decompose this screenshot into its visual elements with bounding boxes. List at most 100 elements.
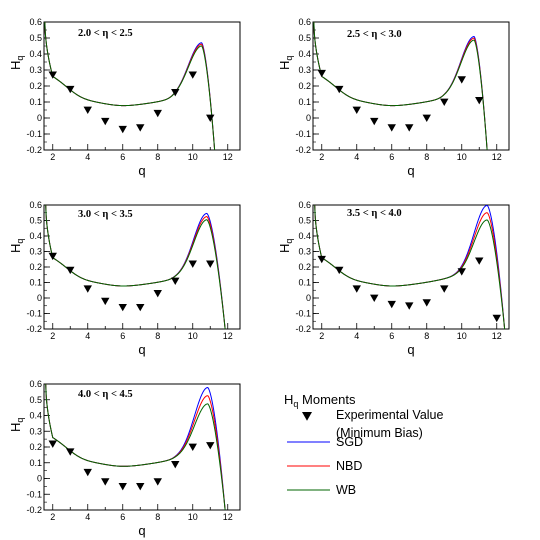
y-tick-label: -0.2 — [26, 324, 42, 334]
y-tick-label: 0.3 — [29, 65, 42, 75]
experimental-point — [206, 114, 215, 122]
x-tick-label: 10 — [188, 512, 198, 522]
y-tick-label: 0.4 — [298, 231, 311, 241]
experimental-point — [171, 277, 180, 285]
series-line-wb — [44, 22, 216, 150]
experimental-point — [317, 69, 326, 78]
y-axis-label: Hq — [8, 418, 25, 432]
y-tick-label: 0.3 — [298, 65, 311, 75]
experimental-point — [457, 76, 466, 84]
y-tick-label: -0.1 — [295, 309, 311, 319]
panel-2: -0.2 -0.1 0 0.1 0.2 0.3 0.4 0.5 0.6 2 4 6 8 10 12 q Hq 2.… — [277, 17, 510, 178]
experimental-point — [206, 260, 215, 268]
experimental-point — [370, 294, 379, 302]
x-tick-label: 2 — [319, 331, 324, 341]
y-tick-label: 0 — [306, 113, 311, 123]
x-axis-label: q — [407, 342, 414, 357]
y-tick-label: 0.3 — [298, 247, 311, 257]
panel-5: -0.2 -0.1 0 0.1 0.2 0.3 0.4 0.5 0.6 2 4 6 8 10 12 q Hq 4.… — [8, 379, 241, 538]
experimental-point — [188, 443, 197, 451]
series-line-wb — [45, 205, 226, 329]
experimental-point — [405, 302, 414, 310]
y-tick-label: 0.3 — [29, 247, 42, 257]
series-line-nbd — [314, 205, 506, 329]
series-line-sgd — [45, 384, 226, 510]
x-tick-label: 4 — [85, 512, 90, 522]
legend-label: SGD — [336, 435, 363, 449]
panel-title: 2.0 < η < 2.5 — [78, 28, 133, 39]
experimental-point — [153, 478, 162, 486]
experimental-point — [188, 71, 197, 79]
experimental-point — [206, 442, 215, 450]
y-tick-label: 0 — [306, 293, 311, 303]
panel-1: -0.2 -0.1 0 0.1 0.2 0.3 0.4 0.5 0.6 2 4 6 8 10 12 q Hq 2.… — [8, 17, 241, 178]
x-tick-label: 6 — [389, 331, 394, 341]
y-tick-label: 0.6 — [298, 17, 311, 27]
y-tick-label: 0.5 — [29, 395, 42, 405]
y-axis-label: Hq — [277, 239, 294, 253]
experimental-point — [48, 252, 57, 261]
experimental-point — [405, 124, 414, 132]
y-tick-label: -0.2 — [295, 324, 311, 334]
experimental-point — [101, 478, 110, 486]
x-tick-label: 6 — [120, 152, 125, 162]
y-tick-label: 0.6 — [298, 200, 311, 210]
x-tick-label: 8 — [155, 152, 160, 162]
x-tick-label: 4 — [354, 152, 359, 162]
x-tick-label: 4 — [85, 331, 90, 341]
experimental-point — [188, 260, 197, 268]
series-line-wb — [45, 384, 226, 510]
experimental-point — [48, 71, 57, 79]
experimental-point — [66, 448, 75, 456]
y-tick-label: -0.1 — [26, 489, 42, 499]
x-tick-label: 8 — [155, 331, 160, 341]
y-tick-label: 0.1 — [298, 278, 311, 288]
x-tick-label: 10 — [188, 152, 198, 162]
experimental-point — [352, 106, 361, 114]
legend-label: (Minimum Bias) — [336, 426, 423, 440]
x-tick-label: 12 — [223, 152, 233, 162]
x-tick-label: 10 — [457, 152, 467, 162]
experimental-point — [335, 85, 344, 94]
experimental-point — [335, 266, 344, 275]
y-tick-label: 0.1 — [29, 278, 42, 288]
y-tick-label: 0.3 — [29, 426, 42, 436]
experimental-point — [457, 268, 466, 276]
x-tick-label: 6 — [389, 152, 394, 162]
experimental-point — [153, 109, 162, 118]
x-tick-label: 10 — [188, 331, 198, 341]
y-tick-label: 0.2 — [29, 262, 42, 272]
x-tick-label: 8 — [424, 152, 429, 162]
legend-marker — [302, 412, 312, 421]
experimental-point — [136, 124, 145, 132]
experimental-point — [171, 460, 180, 469]
y-tick-label: 0.1 — [29, 458, 42, 468]
experimental-point — [83, 106, 92, 114]
experimental-point — [387, 300, 396, 309]
series-line-nbd — [45, 205, 226, 329]
y-tick-label: -0.2 — [26, 145, 42, 155]
experimental-point — [492, 314, 501, 323]
series-line-sgd — [45, 205, 226, 329]
x-tick-label: 2 — [50, 512, 55, 522]
experimental-point — [422, 114, 431, 122]
x-tick-label: 10 — [457, 331, 467, 341]
y-tick-label: 0.6 — [29, 200, 42, 210]
y-tick-label: 0.4 — [298, 49, 311, 59]
y-tick-label: 0.6 — [29, 17, 42, 27]
y-tick-label: 0.4 — [29, 49, 42, 59]
experimental-point — [66, 85, 75, 94]
legend-label: Experimental Value — [336, 408, 444, 422]
y-tick-label: -0.2 — [295, 145, 311, 155]
experimental-point — [66, 266, 75, 275]
x-tick-label: 4 — [85, 152, 90, 162]
y-axis-label: Hq — [8, 56, 25, 70]
series-line-nbd — [45, 384, 226, 510]
y-tick-label: 0.2 — [298, 262, 311, 272]
x-tick-label: 2 — [50, 331, 55, 341]
experimental-point — [83, 285, 92, 293]
experimental-point — [101, 117, 110, 126]
y-tick-label: 0.1 — [29, 97, 42, 107]
experimental-point — [136, 303, 145, 312]
x-tick-label: 2 — [50, 152, 55, 162]
